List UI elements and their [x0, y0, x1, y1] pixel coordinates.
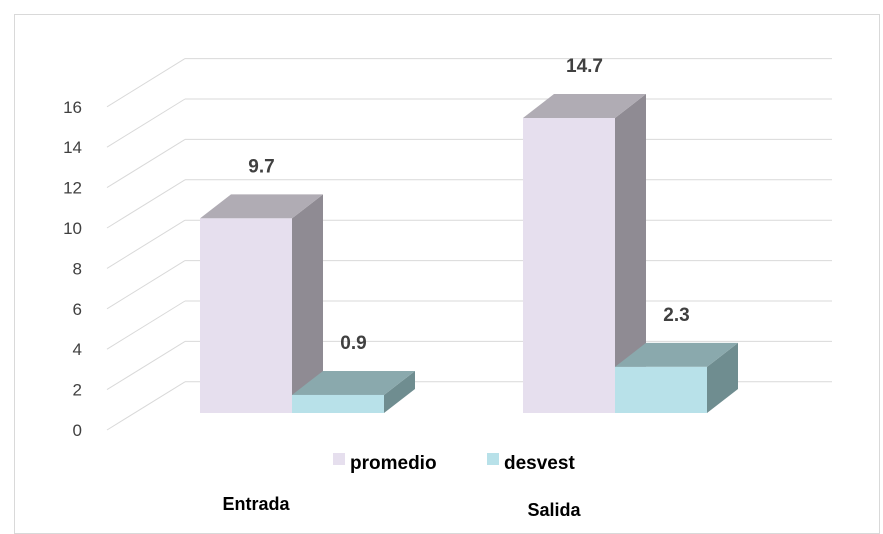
gridline-diagonal	[106, 300, 186, 350]
bar-desvest-salida	[615, 342, 738, 413]
data-label-desvest-entrada: 0.9	[340, 333, 366, 354]
gridline-diagonal	[106, 340, 186, 391]
y-tick-label: 12	[63, 179, 82, 198]
category-labels: Entrada Salida	[222, 494, 581, 520]
legend-label-desvest: desvest	[504, 453, 575, 474]
bar-side	[384, 370, 415, 413]
category-label-salida: Salida	[527, 500, 581, 520]
legend-swatch-desvest	[487, 453, 499, 465]
y-tick-label: 8	[73, 259, 82, 278]
bar-desvest-entrada	[292, 370, 415, 413]
bar-chart: 0 2 4 6 8 10 12 14 16 9.7 14.7 0.9 2.3 promedio des…	[63, 56, 832, 520]
gridline-diagonal	[106, 381, 186, 431]
y-tick-label: 16	[63, 98, 82, 117]
data-label-promedio-salida: 14.7	[566, 56, 603, 77]
data-label-promedio-entrada: 9.7	[248, 156, 274, 177]
y-axis-ticks: 0 2 4 6 8 10 12 14 16	[63, 98, 82, 440]
bar-front	[292, 394, 384, 413]
bar-top	[615, 342, 738, 367]
bars	[200, 94, 738, 413]
bar-side	[292, 194, 323, 413]
gridline-diagonal	[106, 260, 186, 310]
y-tick-label: 0	[73, 421, 82, 440]
category-label-entrada: Entrada	[222, 494, 290, 514]
bar-top	[200, 194, 323, 219]
bar-promedio-salida	[523, 94, 646, 413]
data-labels: 9.7 14.7 0.9 2.3	[248, 56, 689, 354]
y-tick-label: 14	[63, 138, 82, 157]
data-label-desvest-salida: 2.3	[663, 305, 689, 326]
y-tick-label: 4	[73, 340, 82, 359]
y-tick-label: 2	[73, 381, 82, 400]
y-tick-label: 6	[73, 300, 82, 319]
gridline-diagonal	[106, 138, 186, 189]
gridline-diagonal	[106, 179, 186, 229]
bar-side	[615, 94, 646, 413]
bar-top	[523, 94, 646, 118]
legend-label-promedio: promedio	[350, 453, 437, 474]
legend: promedio desvest	[333, 453, 575, 474]
y-tick-label: 10	[63, 219, 82, 238]
bar-side	[707, 342, 738, 413]
legend-swatch-promedio	[333, 453, 345, 465]
gridline-diagonal	[106, 219, 186, 269]
gridline-diagonal	[106, 98, 186, 148]
bar-front	[523, 118, 615, 413]
chart-frame	[14, 14, 880, 534]
bar-top	[292, 370, 415, 395]
gridline-diagonal	[106, 58, 186, 108]
bar-front	[200, 218, 292, 413]
bar-promedio-entrada	[200, 194, 323, 413]
bar-front	[615, 366, 707, 413]
